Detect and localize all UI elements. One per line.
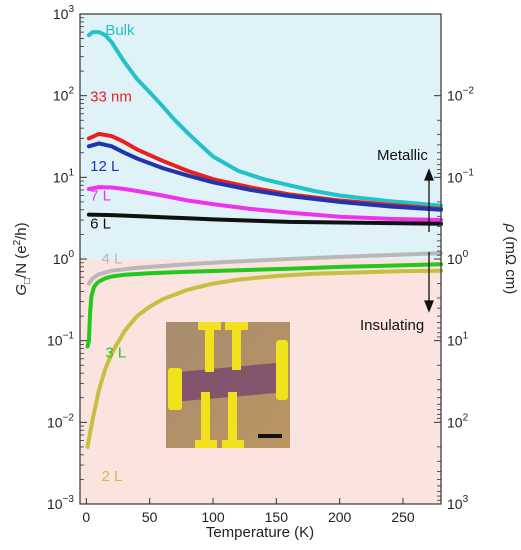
y-tick-label: 10−1	[47, 331, 74, 349]
series-line-7-l	[86, 185, 443, 222]
y2-tick-label: 10−2	[447, 86, 474, 104]
x-tick-label: 250	[391, 509, 415, 525]
x-tick-label: 50	[142, 509, 158, 525]
x-tick-label: 0	[82, 509, 90, 525]
insulating-arrow	[424, 252, 434, 313]
series-label-12-l: 12 L	[90, 158, 119, 175]
series-line-4-l	[86, 251, 443, 286]
series-label-4-l: 4 L	[102, 251, 123, 268]
y2-tick-label: 102	[447, 412, 469, 430]
series-lines	[85, 30, 443, 449]
y2-tick-label: 103	[447, 494, 469, 512]
series-label-2-l: 2 L	[102, 468, 123, 485]
y-axis-ticks: 10−3 10−2 10−1 100 101 102 103	[47, 4, 87, 512]
metallic-arrow	[424, 168, 434, 232]
y2-axis-label: ρ(mΩ cm)	[502, 223, 519, 294]
series-labels: Bulk 33 nm 12 L 7 L 6 L 4 L 3 L 2 L	[90, 22, 135, 485]
series-line-3-l	[85, 262, 443, 349]
series-label-7-l: 7 L	[90, 188, 111, 205]
insulating-annotation: Insulating	[360, 317, 424, 334]
x-axis-ticks: 0 50 100 150 200 250	[82, 498, 415, 525]
y-tick-label: 101	[53, 167, 75, 185]
y2-axis-ticks: 10−2 10−1 100 101 102 103	[434, 86, 474, 512]
metallic-annotation: Metallic	[377, 147, 428, 164]
x-tick-label: 100	[201, 509, 225, 525]
y2-tick-label: 10−1	[447, 167, 474, 185]
y-axis-label: G□/N (e2/h)	[12, 222, 33, 295]
series-label-33-nm: 33 nm	[90, 88, 132, 105]
series-line-bulk	[86, 30, 443, 208]
y2-tick-label: 100	[447, 249, 469, 267]
series-label-bulk: Bulk	[105, 22, 135, 39]
x-tick-label: 150	[265, 509, 289, 525]
series-label-3-l: 3 L	[105, 345, 126, 362]
device-micrograph-inset	[166, 322, 290, 448]
y2-tick-label: 101	[447, 331, 469, 349]
series-line-12-l	[86, 141, 443, 212]
series-line-6-l	[86, 212, 443, 226]
y-tick-label: 10−3	[47, 494, 74, 512]
series-line-2-l	[85, 268, 443, 449]
x-tick-label: 200	[328, 509, 352, 525]
x-axis-label: Temperature (K)	[206, 524, 314, 541]
y-tick-label: 10−2	[47, 412, 74, 430]
y-tick-label: 102	[53, 86, 75, 104]
y-tick-label: 100	[53, 249, 75, 267]
y-tick-label: 103	[53, 4, 75, 22]
series-label-6-l: 6 L	[90, 216, 111, 233]
